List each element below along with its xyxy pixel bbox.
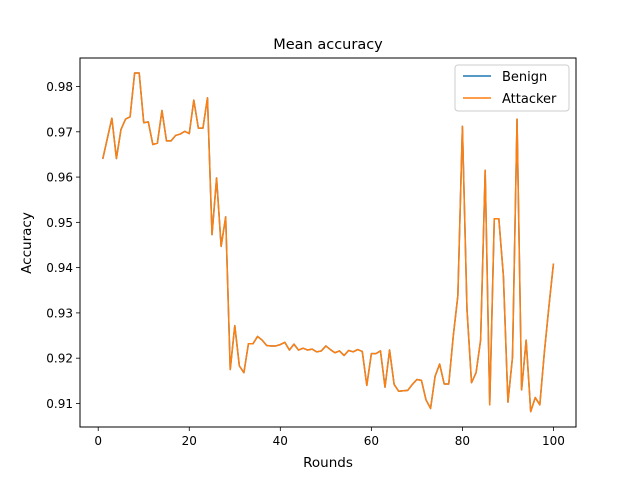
y-tick-label: 0.91: [46, 397, 73, 411]
x-tick-label: 40: [273, 434, 288, 448]
y-tick-label: 0.96: [46, 171, 73, 185]
y-axis-ticks: 0.91 0.92 0.93 0.94 0.95 0.96 0.97 0.98: [46, 80, 80, 411]
legend: Benign Attacker: [454, 64, 570, 112]
x-tick-label: 60: [364, 434, 379, 448]
y-tick-label: 0.92: [46, 352, 73, 366]
chart-title: Mean accuracy: [273, 37, 383, 53]
legend-label-benign: Benign: [502, 70, 547, 85]
x-tick-label: 0: [94, 434, 102, 448]
series-layer: [102, 72, 555, 413]
x-tick-label: 20: [182, 434, 197, 448]
series-line-attacker: [102, 72, 555, 413]
x-axis-ticks: 0 20 40 60 80 100: [94, 427, 565, 448]
y-axis-label: Accuracy: [19, 212, 35, 274]
x-tick-label: 80: [455, 434, 470, 448]
x-axis-label: Rounds: [303, 455, 353, 471]
y-tick-label: 0.95: [46, 216, 73, 230]
plot-area: [80, 58, 576, 427]
y-tick-label: 0.98: [46, 80, 73, 94]
y-tick-label: 0.97: [46, 125, 73, 139]
x-tick-label: 100: [542, 434, 565, 448]
legend-label-attacker: Attacker: [502, 92, 557, 107]
plot-frame: [79, 57, 577, 428]
y-tick-label: 0.94: [46, 261, 73, 275]
y-tick-label: 0.93: [46, 306, 73, 320]
